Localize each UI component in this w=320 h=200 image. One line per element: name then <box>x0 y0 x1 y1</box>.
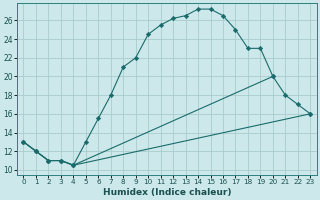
X-axis label: Humidex (Indice chaleur): Humidex (Indice chaleur) <box>103 188 231 197</box>
